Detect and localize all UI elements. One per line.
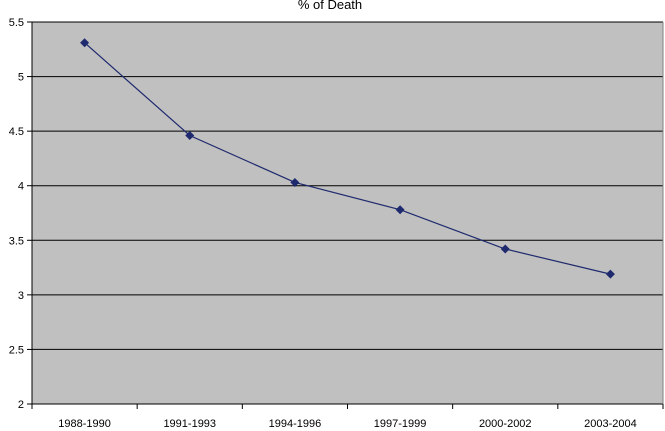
- y-tick-label-1: 2.5: [9, 344, 24, 356]
- y-tick-label-6: 5: [18, 72, 24, 84]
- data-point-4: [500, 244, 510, 254]
- y-tick-label-4: 4: [18, 181, 24, 193]
- series-line-0: [84, 42, 611, 275]
- data-point-0: [80, 38, 90, 48]
- x-axis-tick-labels: 1988-1990 1991-1993 1994-1996 1997-1999 2000…: [58, 418, 636, 430]
- y-tick-label-7: 5.5: [9, 17, 24, 29]
- data-point-5: [605, 269, 615, 279]
- x-tick-label-1: 1991-1993: [163, 418, 216, 430]
- series-group: [80, 38, 615, 279]
- x-tick-label-4: 2000-2002: [479, 418, 532, 430]
- y-tick-label-5: 4.5: [9, 126, 24, 138]
- y-tick-label-2: 3: [18, 290, 24, 302]
- chart-title: % of Death: [298, 0, 362, 12]
- y-tick-label-0: 2: [18, 399, 24, 411]
- data-point-3: [395, 205, 405, 215]
- plot-area: [32, 22, 663, 404]
- y-axis-tick-labels: 2 2.5 3 3.5 4 4.5 5 5.5: [9, 17, 24, 411]
- x-tick-label-2: 1994-1996: [269, 418, 322, 430]
- x-tick-label-5: 2003-2004: [584, 418, 637, 430]
- axes: [31, 22, 664, 409]
- x-tick-label-0: 1988-1990: [58, 418, 111, 430]
- data-point-2: [290, 177, 300, 187]
- x-tick-label-3: 1997-1999: [374, 418, 427, 430]
- data-point-1: [185, 131, 195, 141]
- y-tick-label-3: 3.5: [9, 235, 24, 247]
